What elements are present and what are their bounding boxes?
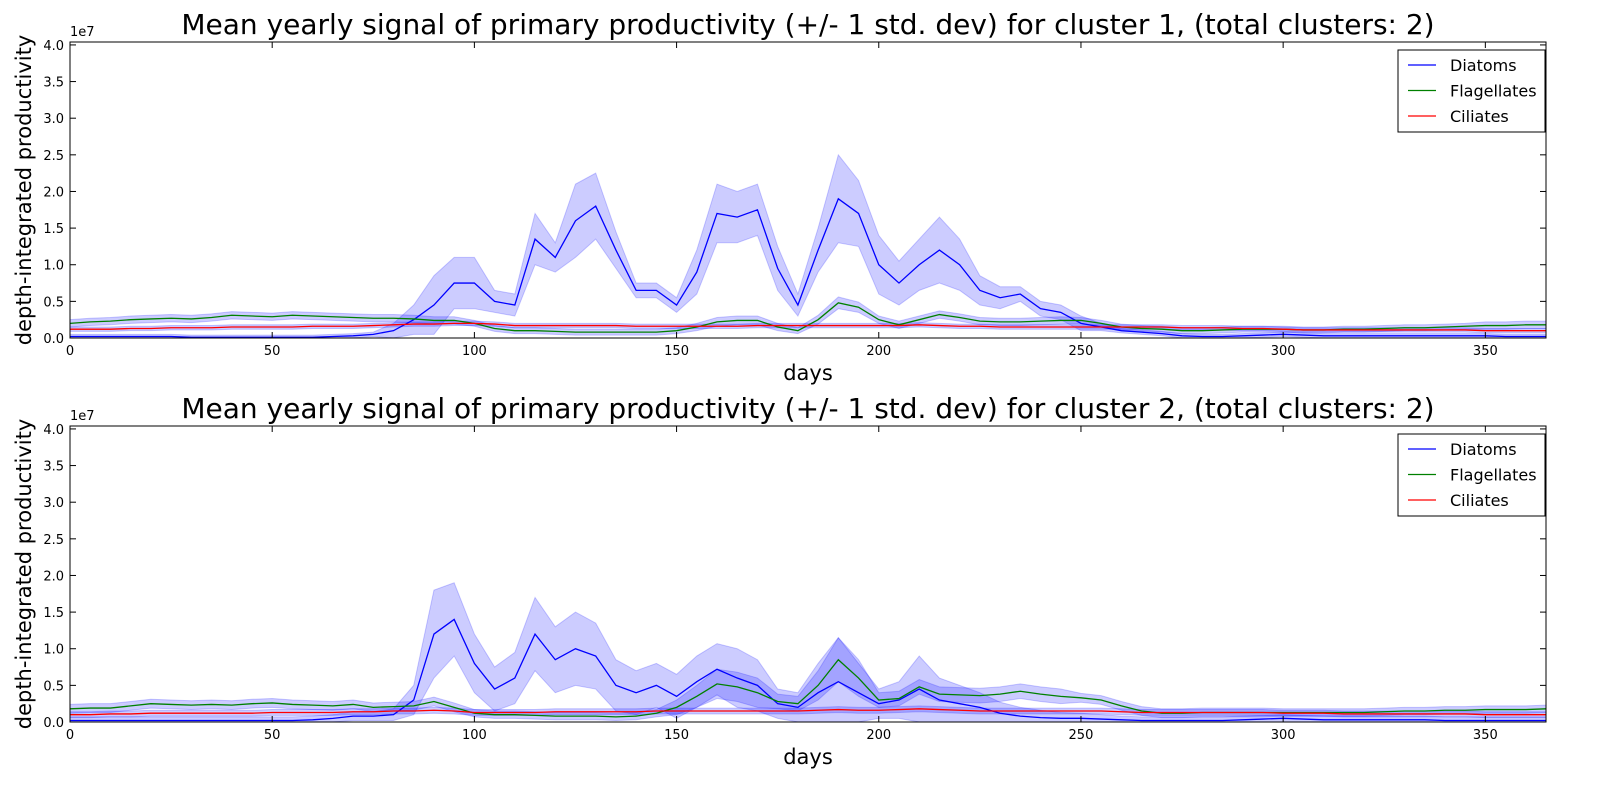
y-tick-label: 2.0: [43, 185, 64, 200]
y-tick-label: 1.0: [43, 643, 64, 658]
legend: Diatoms Flagellates Ciliates: [1397, 433, 1546, 517]
x-tick-label: 50: [264, 344, 281, 359]
x-tick-label: 300: [1271, 728, 1296, 743]
legend-label: Ciliates: [1450, 107, 1509, 126]
series-line: [70, 197, 1546, 338]
axes-frame: [69, 41, 1547, 339]
y-tick-label: 3.0: [43, 496, 64, 511]
subplot: 0 50 100 150 200 250 300 350 0.0 0.5 1.0 1.5 2.0 2.5 3…: [12, 392, 1547, 769]
x-axis-label: days: [783, 745, 833, 769]
x-axis-label: days: [783, 361, 833, 385]
legend-label: Diatoms: [1450, 440, 1517, 459]
legend-label: Flagellates: [1450, 466, 1537, 485]
x-tick-label: 0: [66, 728, 74, 743]
y-tick-label: 3.0: [43, 112, 64, 127]
x-tick-label: 100: [462, 344, 487, 359]
y-axis-label: depth-integrated productivity: [12, 419, 36, 730]
std-band: [70, 582, 1546, 722]
x-tick-label: 200: [866, 728, 891, 743]
x-tick-label: 200: [866, 344, 891, 359]
y-axis-label: depth-integrated productivity: [12, 35, 36, 346]
series-line: [70, 618, 1546, 722]
x-tick-label: 50: [264, 728, 281, 743]
y-tick-label: 3.5: [43, 76, 64, 91]
x-tick-label: 350: [1473, 344, 1498, 359]
std-band: [70, 153, 1546, 338]
plot-area: [70, 582, 1546, 722]
legend: Diatoms Flagellates Ciliates: [1397, 49, 1546, 133]
series-line: [70, 658, 1546, 718]
y-tick-label: 2.0: [43, 569, 64, 584]
x-tick-label: 300: [1271, 344, 1296, 359]
x-tick-label: 150: [664, 728, 689, 743]
plot-area: [70, 153, 1546, 338]
y-tick-label: 4.0: [43, 39, 64, 54]
y-tick-label: 2.5: [43, 533, 64, 548]
y-tick-label: 1.5: [43, 606, 64, 621]
subplot: 0 50 100 150 200 250 300 350 0.0 0.5 1.0 1.5 2.0 2.5 3…: [12, 8, 1547, 385]
axes-frame: [69, 425, 1547, 723]
y-tick-label: 1.0: [43, 259, 64, 274]
offset-label: 1e7: [70, 409, 95, 424]
x-tick-label: 0: [66, 344, 74, 359]
y-tick-label: 0.5: [43, 679, 64, 694]
x-tick-label: 250: [1069, 728, 1094, 743]
y-tick-label: 0.0: [43, 716, 64, 731]
y-tick-label: 0.0: [43, 332, 64, 347]
series-line: [70, 708, 1546, 716]
chart-title: Mean yearly signal of primary productivi…: [181, 392, 1434, 425]
y-tick-label: 1.5: [43, 222, 64, 237]
series-line: [70, 322, 1546, 332]
chart-title: Mean yearly signal of primary productivi…: [181, 8, 1434, 41]
legend-label: Flagellates: [1450, 82, 1537, 101]
y-tick-label: 0.5: [43, 295, 64, 310]
y-tick-label: 3.5: [43, 460, 64, 475]
legend-label: Diatoms: [1450, 56, 1517, 75]
y-tick-label: 2.5: [43, 149, 64, 164]
offset-label: 1e7: [70, 25, 95, 40]
x-tick-label: 100: [462, 728, 487, 743]
legend-label: Ciliates: [1450, 491, 1509, 510]
std-band: [70, 296, 1546, 336]
x-tick-label: 250: [1069, 344, 1094, 359]
std-band: [70, 636, 1546, 722]
std-band: [70, 705, 1546, 719]
x-tick-label: 150: [664, 344, 689, 359]
x-tick-label: 350: [1473, 728, 1498, 743]
y-tick-label: 4.0: [43, 423, 64, 438]
